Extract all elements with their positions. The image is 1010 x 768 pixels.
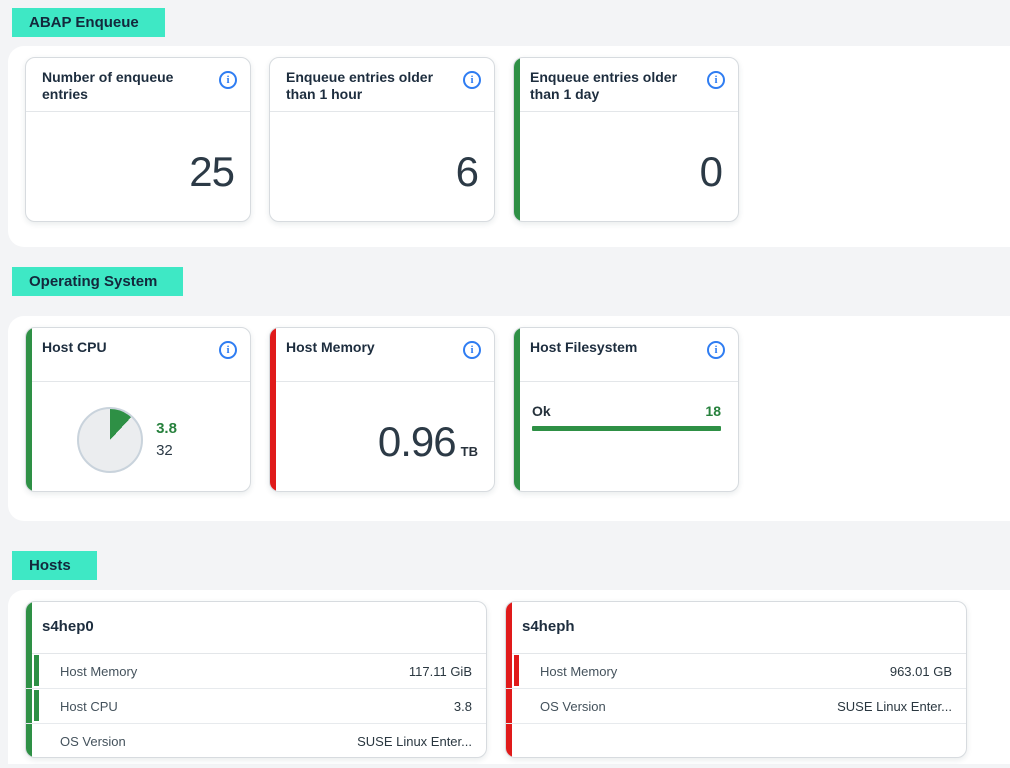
card-title: Host Filesystem xyxy=(530,339,638,355)
section-panel-operating-system: Host CPU i 3.8 32 Host Memory i xyxy=(8,316,1010,521)
row-status-stripe xyxy=(514,655,519,686)
card-host-s4hep0[interactable]: s4hep0 Host Memory 117.11 GiB Host CPU 3… xyxy=(25,601,487,758)
metric-label: Host Memory xyxy=(540,663,618,679)
card-header: Number of enqueue entries i xyxy=(26,58,250,112)
card-header: Host Memory i xyxy=(270,328,494,382)
host-name: s4hep0 xyxy=(42,618,94,635)
metric-label: Host Memory xyxy=(60,663,138,679)
status-stripe xyxy=(270,328,276,491)
row-status-stripe xyxy=(34,690,39,721)
card-number-of-enqueue-entries[interactable]: Number of enqueue entries i 25 xyxy=(25,57,251,222)
card-enqueue-entries-older-1-hour[interactable]: Enqueue entries older than 1 hour i 6 xyxy=(269,57,495,222)
host-name: s4heph xyxy=(522,618,575,635)
kpi-unit: TB xyxy=(460,444,478,459)
card-title: Host CPU xyxy=(42,339,107,355)
metric-value: 3.8 xyxy=(453,698,472,714)
row-status-stripe xyxy=(34,655,39,686)
section-panel-hosts: s4hep0 Host Memory 117.11 GiB Host CPU 3… xyxy=(8,590,1010,764)
card-header: Host CPU i xyxy=(26,328,250,382)
card-title: Enqueue entries older than 1 hour xyxy=(286,69,434,103)
filesystem-status-bar xyxy=(532,426,721,431)
card-body: 0 xyxy=(514,112,738,221)
filesystem-status-count: 18 xyxy=(705,403,721,419)
host-metric-row: Host Memory 117.11 GiB xyxy=(26,654,486,689)
cpu-used-value: 3.8 xyxy=(156,419,177,437)
info-icon[interactable]: i xyxy=(463,71,481,89)
kpi-value: 0 xyxy=(699,148,723,195)
metric-value: SUSE Linux Enter... xyxy=(837,698,952,714)
metric-value: SUSE Linux Enter... xyxy=(357,733,472,749)
host-metric-row: OS Version SUSE Linux Enter... xyxy=(506,689,966,724)
section-header-operating-system: Operating System xyxy=(12,267,184,296)
section-panel-abap-enqueue: Number of enqueue entries i 25 Enqueue e… xyxy=(8,46,1010,247)
card-header: Enqueue entries older than 1 day i xyxy=(514,58,738,112)
section-hosts: Hosts s4hep0 Host Memory 117.11 GiB Host… xyxy=(0,521,1010,764)
info-icon[interactable]: i xyxy=(707,71,725,89)
host-card-header: s4heph xyxy=(506,602,966,654)
card-host-s4heph[interactable]: s4heph Host Memory 963.01 GB OS Version … xyxy=(505,601,967,758)
card-enqueue-entries-older-1-day[interactable]: Enqueue entries older than 1 day i 0 xyxy=(513,57,739,222)
card-header: Host Filesystem i xyxy=(514,328,738,382)
metric-value: 117.11 GiB xyxy=(408,663,472,679)
card-body: 0.96 TB xyxy=(270,382,494,491)
cpu-pie-labels: 3.8 32 xyxy=(156,418,177,463)
host-metric-row: OS Version SUSE Linux Enter... xyxy=(26,724,486,757)
info-icon[interactable]: i xyxy=(707,341,725,359)
host-metric-row: Host CPU 3.8 xyxy=(26,689,486,724)
card-host-filesystem[interactable]: Host Filesystem i Ok 18 xyxy=(513,327,739,492)
card-body: Ok 18 xyxy=(514,382,738,491)
card-header: Enqueue entries older than 1 hour i xyxy=(270,58,494,112)
card-body: 25 xyxy=(26,112,250,221)
cpu-total-value: 32 xyxy=(156,442,173,459)
card-host-cpu[interactable]: Host CPU i 3.8 32 xyxy=(25,327,251,492)
card-title: Host Memory xyxy=(286,339,375,355)
info-icon[interactable]: i xyxy=(219,341,237,359)
filesystem-status-row: Ok 18 xyxy=(532,403,721,419)
card-body: 6 xyxy=(270,112,494,221)
section-abap-enqueue: ABAP Enqueue Number of enqueue entries i… xyxy=(0,0,1010,247)
info-icon[interactable]: i xyxy=(463,341,481,359)
kpi-value: 6 xyxy=(455,148,479,195)
cpu-pie-chart xyxy=(77,407,144,473)
metric-label: OS Version xyxy=(60,733,126,749)
section-operating-system: Operating System Host CPU i 3.8 32 xyxy=(0,247,1010,521)
kpi-value: 25 xyxy=(189,148,235,195)
host-card-header: s4hep0 xyxy=(26,602,486,654)
status-stripe xyxy=(514,328,520,491)
section-header-abap-enqueue: ABAP Enqueue xyxy=(12,8,165,37)
card-title: Number of enqueue entries xyxy=(42,69,174,103)
card-title: Enqueue entries older than 1 day xyxy=(530,69,678,103)
section-header-hosts: Hosts xyxy=(12,551,97,580)
card-host-memory[interactable]: Host Memory i 0.96 TB xyxy=(269,327,495,492)
status-stripe xyxy=(514,58,520,221)
metric-value: 963.01 GB xyxy=(889,663,952,679)
filesystem-status-label: Ok xyxy=(532,403,551,419)
kpi-value: 0.96 xyxy=(377,418,457,465)
card-body: 3.8 32 xyxy=(26,382,250,491)
status-stripe xyxy=(26,602,32,757)
metric-label: OS Version xyxy=(540,698,606,714)
host-metric-row: Host Memory 963.01 GB xyxy=(506,654,966,689)
status-stripe xyxy=(506,602,512,757)
info-icon[interactable]: i xyxy=(219,71,237,89)
status-stripe xyxy=(26,328,32,491)
metric-label: Host CPU xyxy=(60,698,118,714)
